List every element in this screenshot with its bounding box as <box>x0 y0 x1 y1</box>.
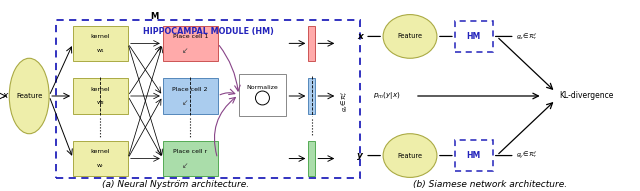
Bar <box>73 26 128 61</box>
Text: $g_x\!\in\!\mathcal{R}_r^f$: $g_x\!\in\!\mathcal{R}_r^f$ <box>339 90 350 112</box>
Text: Place cell r: Place cell r <box>173 149 207 154</box>
Text: HM: HM <box>467 151 481 160</box>
Bar <box>308 141 316 176</box>
Text: $g_y\!\in\!\mathcal{R}_r^f$: $g_y\!\in\!\mathcal{R}_r^f$ <box>516 150 538 161</box>
Text: HIPPOCAMPAL MODULE (HM): HIPPOCAMPAL MODULE (HM) <box>143 28 273 36</box>
Text: HM: HM <box>467 32 481 41</box>
Text: ↙: ↙ <box>182 161 188 170</box>
Text: w₂: w₂ <box>97 100 104 105</box>
Bar <box>455 21 493 52</box>
Ellipse shape <box>9 58 49 134</box>
Text: ↙: ↙ <box>182 98 188 108</box>
Text: kernel: kernel <box>91 149 110 154</box>
Bar <box>56 19 360 178</box>
Text: kernel: kernel <box>91 34 110 39</box>
Ellipse shape <box>383 15 437 58</box>
Text: wᵣ: wᵣ <box>97 163 104 168</box>
Text: Feature: Feature <box>397 33 422 39</box>
Text: x: x <box>3 91 8 100</box>
Text: Place cell 2: Place cell 2 <box>172 87 208 91</box>
Bar <box>308 26 316 61</box>
Text: x: x <box>357 32 363 41</box>
Ellipse shape <box>383 134 437 177</box>
Bar <box>455 140 493 172</box>
Text: Feature: Feature <box>397 153 422 159</box>
Text: $g_x\!\in\!\mathcal{R}_r^f$: $g_x\!\in\!\mathcal{R}_r^f$ <box>516 31 538 42</box>
Text: Place cell 1: Place cell 1 <box>173 34 208 39</box>
Bar <box>73 78 128 114</box>
Text: $p_m(y|x)$: $p_m(y|x)$ <box>373 91 401 101</box>
Text: w₁: w₁ <box>97 48 104 53</box>
Text: (a) Neural Nyström architecture.: (a) Neural Nyström architecture. <box>102 180 250 189</box>
Text: Normalize: Normalize <box>246 85 278 90</box>
Text: KL-divergence: KL-divergence <box>559 91 614 100</box>
Bar <box>163 141 218 176</box>
Bar <box>239 74 286 116</box>
Text: y: y <box>357 151 363 160</box>
Bar <box>163 78 218 114</box>
Text: (b) Siamese network architecture.: (b) Siamese network architecture. <box>413 180 567 189</box>
Text: kernel: kernel <box>91 87 110 91</box>
Text: ↙: ↙ <box>182 46 188 55</box>
Bar <box>163 26 218 61</box>
Bar <box>308 78 316 114</box>
Text: Feature: Feature <box>16 93 42 99</box>
Bar <box>73 141 128 176</box>
Text: M: M <box>150 12 159 21</box>
